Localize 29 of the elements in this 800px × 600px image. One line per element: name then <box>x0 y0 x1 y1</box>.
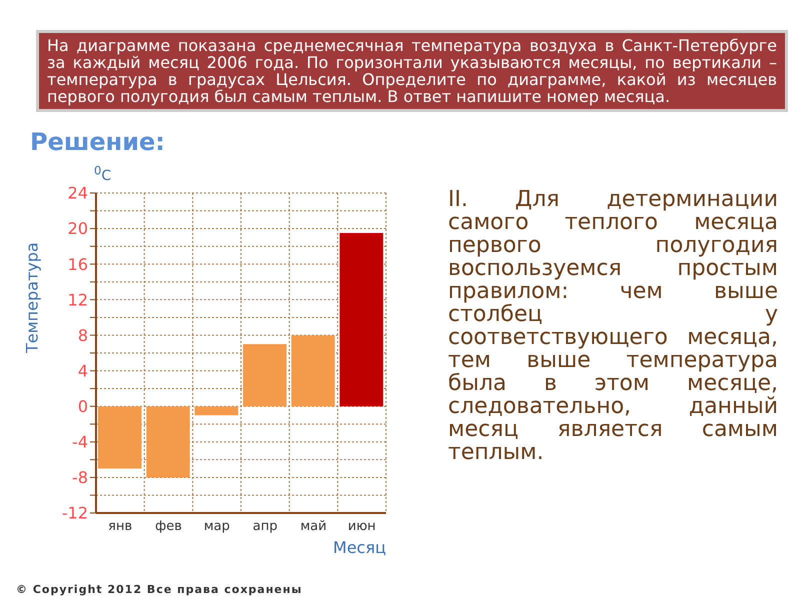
bar <box>98 406 142 469</box>
bar <box>194 406 238 416</box>
text: $^{0}$C <box>94 163 112 184</box>
x-tick-label: янв <box>108 519 132 534</box>
bar <box>243 344 286 406</box>
y-tick-label: 12 <box>68 290 88 310</box>
x-tick-label: июн <box>348 519 376 534</box>
y-tick-label: -12 <box>62 504 88 523</box>
y-tick-label: 4 <box>78 361 88 380</box>
chart-title: На диаграмме показана среднемесячная температура воздуха в Санкт-Петербурге за каждый месяц 2006 года. По горизонтали указываются месяцы, по вертикали – температура в градусах Цельсия. Определите по диаграмме, какой из месяцев первого полугодия был самым теплым. В ответ напишите номер месяца. <box>47 36 777 106</box>
chart-subtitle: Решение: <box>30 128 165 156</box>
bar <box>146 406 190 478</box>
y-tick-label: -4 <box>72 432 88 452</box>
y-tick-label: 0 <box>78 397 88 416</box>
y-tick-label: 20 <box>68 219 88 238</box>
x-axis-title: Месяц <box>333 538 386 557</box>
text: © Copyright 2012 Все права сохранены <box>16 583 302 596</box>
y-tick-label: 16 <box>68 254 88 274</box>
y-axis-title: Температура <box>22 242 42 354</box>
bar <box>340 233 384 406</box>
x-tick-label: мар <box>204 519 230 534</box>
y-tick-label: 8 <box>78 326 88 345</box>
x-tick-label: май <box>300 519 327 534</box>
x-tick-label: апр <box>252 519 278 534</box>
x-tick-label: фев <box>155 519 182 534</box>
y-tick-label: 24 <box>68 184 88 203</box>
text: II. Для детерминации самого теплого месяца первого полугодия воспользуемся простым правилом: чем выше столбец у соответствующего месяца, тем выше температура была в этом месяце, следовательно, данный месяц является самым теплым. <box>448 187 778 465</box>
bar <box>291 335 335 406</box>
y-tick-label: -8 <box>72 468 88 488</box>
